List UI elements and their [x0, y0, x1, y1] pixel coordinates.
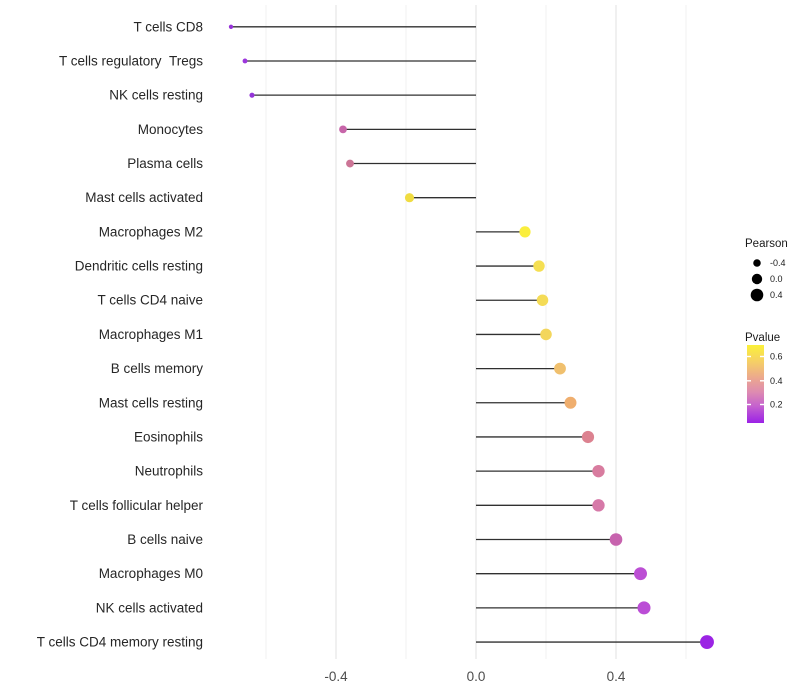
category-label: T cells CD8 — [133, 19, 203, 34]
x-axis: -0.4 0.0 0.4 — [324, 669, 626, 684]
category-label: Macrophages M0 — [99, 566, 203, 581]
lollipop-row: Mast cells resting — [99, 395, 577, 410]
lollipop-row: NK cells activated — [96, 600, 651, 615]
lollipop-row: Macrophages M1 — [99, 327, 552, 342]
category-label: Eosinophils — [134, 429, 203, 444]
lollipop-row: Macrophages M0 — [99, 566, 647, 581]
lollipop-dot — [519, 226, 531, 238]
lollipop-dot — [339, 125, 347, 134]
x-tick-label: 0.0 — [467, 669, 486, 684]
lollipop-dot — [637, 601, 651, 615]
lollipop-row: Eosinophils — [134, 429, 595, 444]
lollipop-dot — [533, 260, 545, 272]
category-label: T cells regulatory Tregs — [59, 53, 203, 68]
lollipop-row: T cells follicular helper — [70, 498, 605, 513]
category-label: B cells memory — [111, 361, 204, 376]
lollipop-row: B cells memory — [111, 361, 566, 376]
lollipop-dot — [581, 430, 595, 444]
legend-pearson: Pearson -0.4 0.0 0.4 — [745, 238, 788, 302]
category-label: Mast cells activated — [85, 190, 203, 205]
legend-pearson-title: Pearson — [745, 238, 788, 250]
category-label: T cells CD4 naive — [97, 293, 203, 308]
lollipop-row: Dendritic cells resting — [75, 259, 545, 274]
legend-pearson-dot — [750, 288, 764, 302]
category-label: T cells follicular helper — [70, 498, 204, 513]
lollipop-dot — [592, 464, 605, 478]
category-label: Neutrophils — [135, 464, 204, 479]
lollipop-row: T cells CD4 memory resting — [37, 635, 714, 650]
category-label: T cells CD4 memory resting — [37, 635, 203, 650]
lollipop-dot — [609, 533, 623, 546]
lollipop-rows: T cells CD8 T cells regulatory Tregs NK ce… — [37, 19, 714, 650]
lollipop-row: T cells CD8 — [133, 19, 476, 34]
legend-pearson-label: -0.4 — [770, 258, 786, 268]
lollipop-row: Mast cells activated — [85, 190, 476, 205]
legend-pvalue-label: 0.4 — [770, 376, 783, 386]
lollipop-dot — [564, 396, 577, 409]
legend-pearson-dot — [751, 273, 763, 285]
category-label: Dendritic cells resting — [75, 259, 203, 274]
lollipop-row: Neutrophils — [135, 464, 605, 479]
lollipop-row: B cells naive — [127, 532, 623, 547]
lollipop-row: T cells CD4 naive — [97, 293, 549, 308]
lollipop-row: Monocytes — [138, 122, 476, 137]
lollipop-dot — [592, 499, 605, 512]
lollipop-dot — [536, 294, 549, 306]
category-label: Mast cells resting — [99, 395, 203, 410]
category-label: Macrophages M2 — [99, 224, 203, 239]
lollipop-dot — [404, 193, 415, 203]
category-label: Monocytes — [138, 122, 204, 137]
legend-pvalue: Pvalue 0.6 0.4 0.2 — [745, 332, 783, 423]
lollipop-row: NK cells resting — [109, 88, 476, 103]
lollipop-dot — [554, 362, 566, 375]
lollipop-dot — [540, 328, 552, 341]
category-label: Plasma cells — [127, 156, 203, 171]
legend-pearson-dot — [753, 259, 761, 267]
lollipop-dot — [249, 92, 255, 98]
legend-pvalue-title: Pvalue — [745, 332, 780, 344]
x-tick-label: -0.4 — [324, 669, 348, 684]
legend-pvalue-label: 0.2 — [770, 400, 783, 410]
lollipop-dot — [346, 159, 354, 168]
lollipop-dot — [228, 24, 234, 29]
lollipop-dot — [634, 567, 647, 581]
lollipop-dot — [242, 58, 248, 64]
category-label: B cells naive — [127, 532, 203, 547]
legend-pearson-label: 0.0 — [770, 274, 783, 284]
legend-pvalue-label: 0.6 — [770, 352, 783, 362]
lollipop-row: Plasma cells — [127, 156, 476, 171]
lollipop-row: Macrophages M2 — [99, 224, 531, 239]
category-label: Macrophages M1 — [99, 327, 203, 342]
legend-pearson-label: 0.4 — [770, 290, 783, 300]
pvalue-colorbar — [747, 345, 764, 423]
lollipop-row: T cells regulatory Tregs — [59, 53, 476, 68]
category-label: NK cells resting — [109, 88, 203, 103]
x-tick-label: 0.4 — [607, 669, 626, 684]
category-label: NK cells activated — [96, 600, 203, 615]
lollipop-dot — [700, 635, 714, 649]
